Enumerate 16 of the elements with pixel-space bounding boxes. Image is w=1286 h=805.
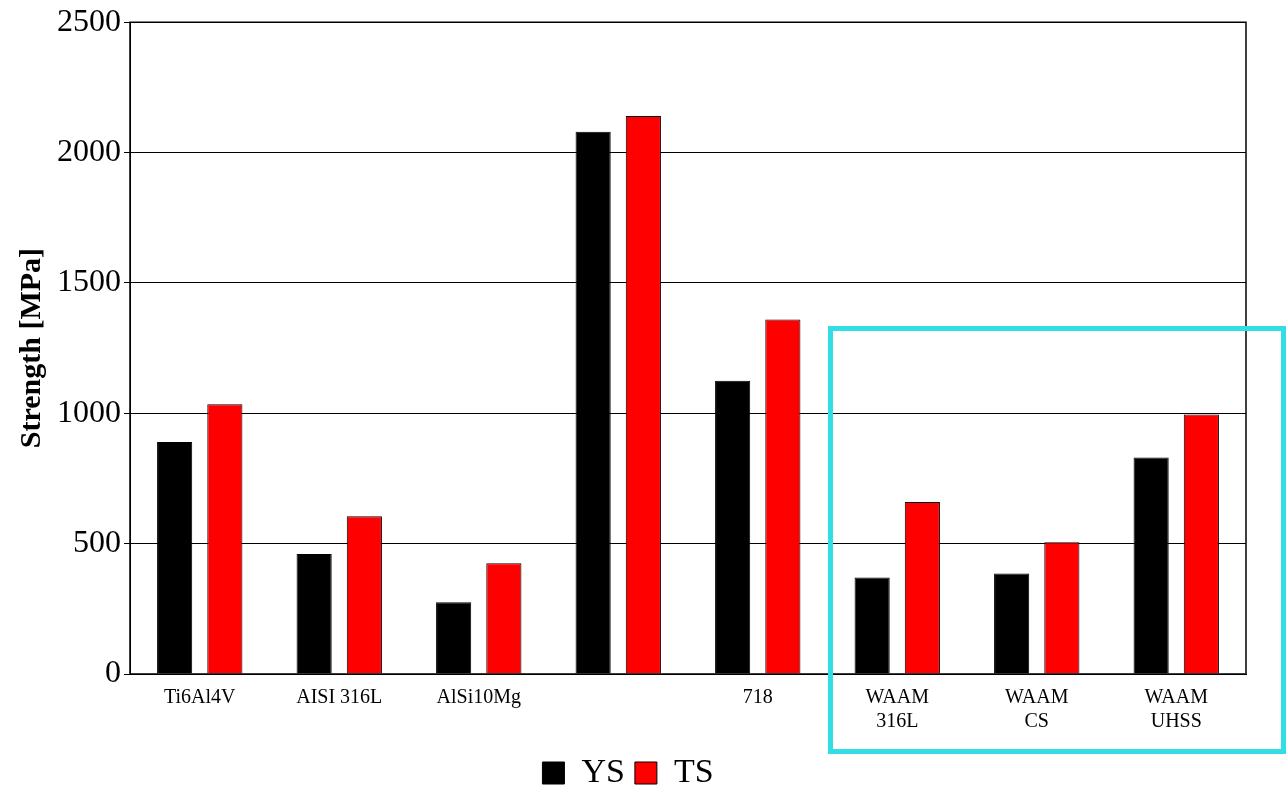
y-tick-label: 1000 <box>57 392 121 429</box>
x-tick-label: AISI 316L <box>296 685 383 708</box>
x-tick-label: 718 <box>742 685 773 708</box>
x-tick-label: WAAM 316L <box>865 685 930 732</box>
y-tick-label: 2000 <box>57 131 121 168</box>
x-tick-label: AlSi10Mg <box>436 685 521 709</box>
y-axis-title: Strength [MPa] <box>12 247 46 449</box>
x-tick-label: WAAM UHSS <box>1144 685 1209 732</box>
legend-label: TS <box>673 751 714 789</box>
y-tick-label: 500 <box>73 523 121 560</box>
y-tick-label: 2500 <box>57 1 121 38</box>
y-tick-label: 1500 <box>57 262 121 299</box>
x-tick-label: WAAM CS <box>1005 685 1069 732</box>
legend-label: YS <box>581 751 625 789</box>
y-tick-label: 0 <box>105 653 121 690</box>
x-tick-label: Ti6Al4V <box>163 685 237 708</box>
